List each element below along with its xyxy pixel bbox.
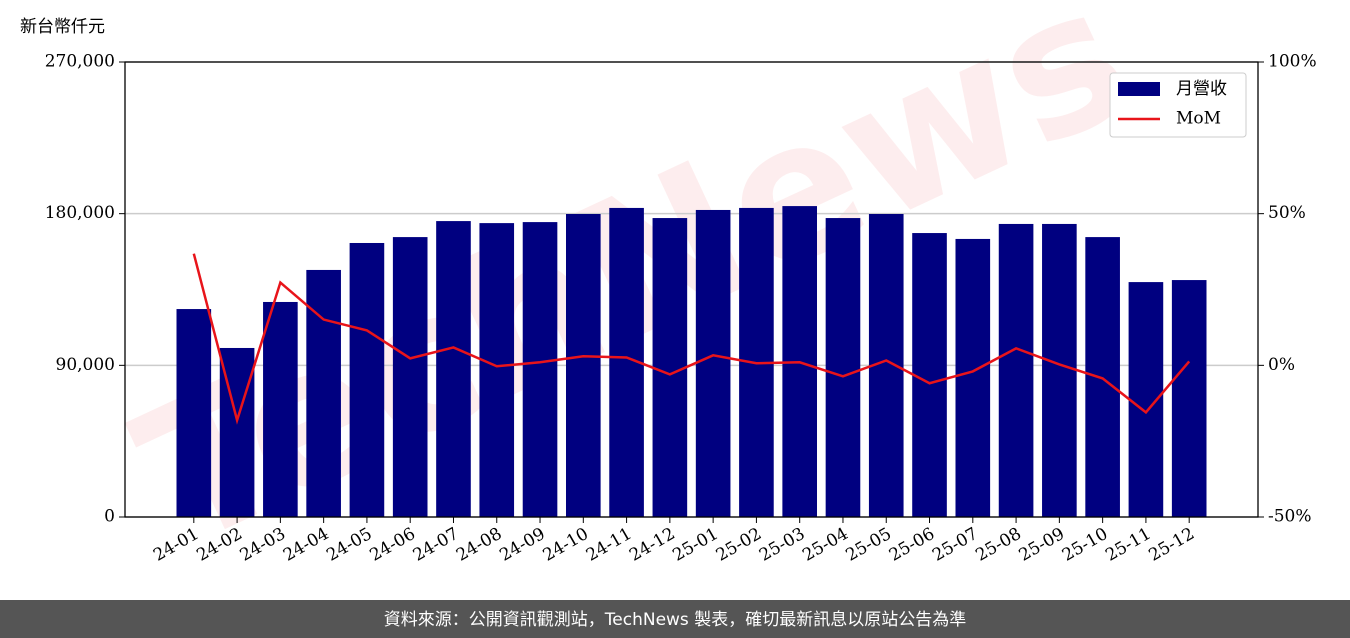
bar	[436, 221, 471, 517]
x-tick-label: 24-09	[496, 524, 548, 566]
plot-frame	[124, 61, 1259, 518]
x-tick-label: 24-12	[626, 524, 678, 566]
y-tick-label: 90,000	[56, 355, 115, 375]
bar	[522, 222, 558, 517]
x-tick-label: 25-08	[972, 524, 1024, 566]
bar	[998, 223, 1034, 517]
y2-tick-label: 50%	[1268, 203, 1306, 223]
bar	[176, 309, 212, 517]
bar	[1042, 223, 1077, 517]
legend-swatch	[1118, 82, 1160, 96]
x-tick-label: 25-10	[1059, 524, 1111, 566]
x-tick-label: 24-05	[323, 524, 375, 566]
x-tick-label: 25-03	[756, 524, 808, 566]
bar	[479, 223, 515, 517]
y-tick-label: 180,000	[45, 203, 115, 223]
x-tick-label: 25-07	[929, 524, 981, 566]
y-tick-label: 270,000	[45, 52, 115, 72]
bar	[695, 209, 731, 517]
bar	[825, 218, 861, 517]
x-tick-label: 25-01	[669, 524, 721, 566]
y2-tick-label: 100%	[1268, 52, 1317, 72]
x-tick-label: 25-05	[843, 524, 895, 566]
bar	[349, 242, 385, 517]
footer-text: 資料來源：公開資訊觀測站，TechNews 製表，確切最新訊息以原站公告為準	[384, 610, 966, 630]
y-tick-label: 0	[104, 507, 115, 527]
x-tick-label: 24-10	[540, 524, 592, 566]
bar	[1085, 237, 1120, 517]
bar	[392, 237, 428, 517]
bar	[565, 214, 601, 517]
x-tick-label: 24-06	[366, 524, 418, 566]
footer-bar	[0, 600, 1350, 638]
x-tick-label: 25-06	[886, 524, 938, 566]
x-tick-label: 24-08	[453, 524, 505, 566]
x-tick-label: 25-12	[1145, 524, 1197, 566]
y2-tick-label: 0%	[1268, 355, 1295, 375]
line	[192, 253, 1191, 425]
y-axis-label: 新台幣仟元	[20, 17, 105, 37]
x-tick-label: 25-11	[1102, 524, 1154, 566]
bar	[955, 238, 991, 517]
bar	[306, 269, 341, 517]
x-tick-label: 25-02	[713, 524, 765, 566]
x-tick-label: 24-11	[583, 524, 635, 566]
bar	[652, 218, 688, 517]
y2-tick-label: -50%	[1268, 507, 1312, 527]
bar	[263, 301, 298, 517]
x-tick-label: 25-09	[1016, 524, 1068, 566]
bar	[1171, 280, 1207, 517]
x-tick-label: 25-04	[799, 524, 851, 566]
x-tick-label: 24-07	[410, 524, 462, 566]
legend-label: 月營收	[1176, 79, 1227, 99]
bar	[912, 233, 947, 517]
legend-label: MoM	[1176, 109, 1221, 129]
